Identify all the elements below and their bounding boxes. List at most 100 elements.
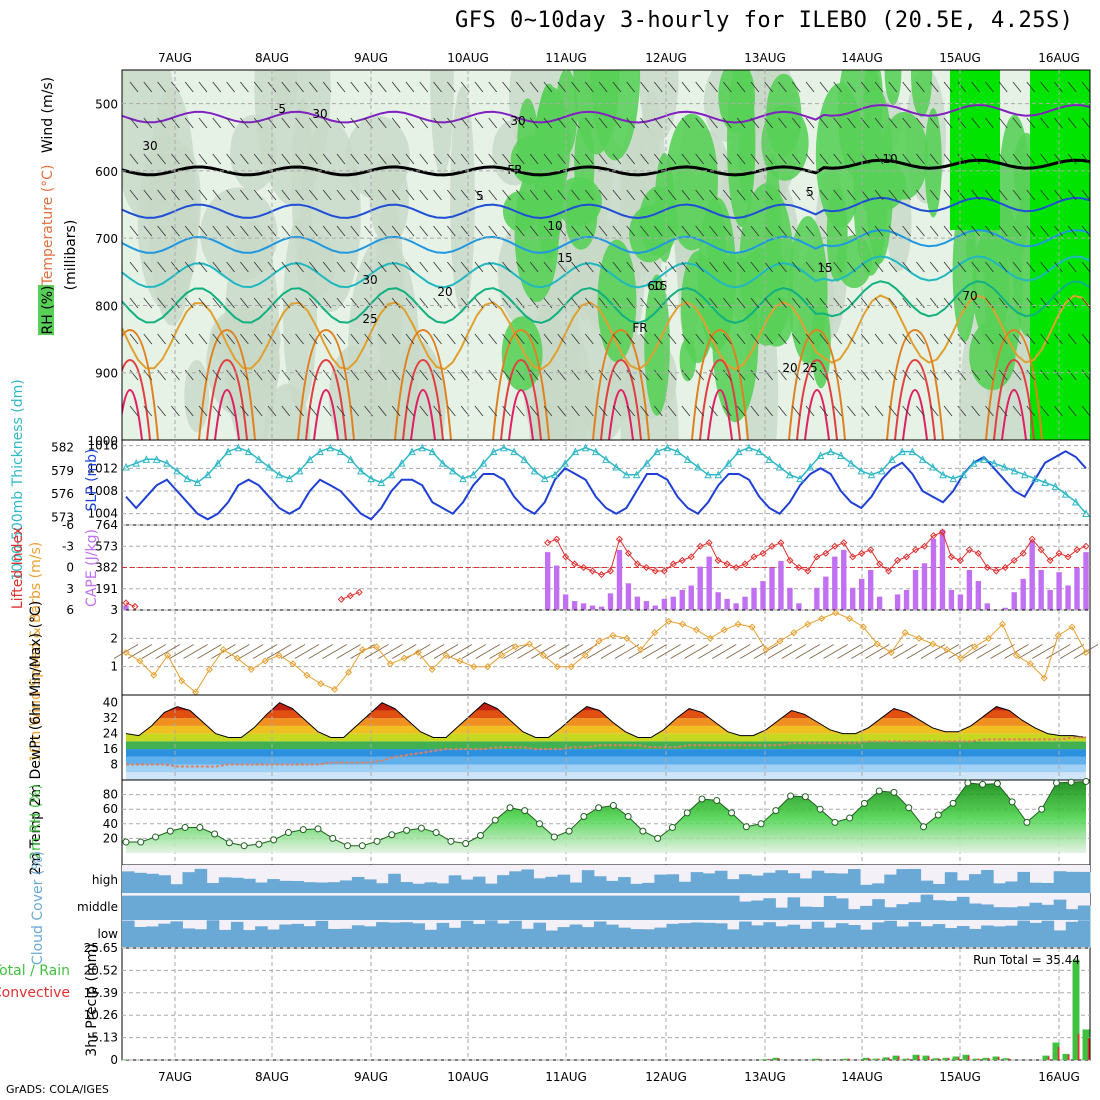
wind-barb: [709, 369, 718, 381]
wind-barb: [764, 117, 773, 129]
wind-barb: [943, 153, 953, 165]
cloud-cell: [279, 895, 292, 920]
wind-barb: [309, 333, 318, 345]
thickness-point: [326, 443, 335, 452]
wind-barb: [709, 297, 718, 309]
rh2m-area: [126, 781, 1086, 853]
wind-barb: [681, 333, 691, 345]
wind-barb: [584, 405, 594, 417]
rh-patch-mid: [430, 70, 454, 177]
wind-barb: [447, 81, 456, 93]
thickness-point: [500, 443, 508, 452]
warm-contour: [707, 388, 733, 440]
rh2m-point: [211, 830, 219, 838]
wind-barb: [474, 405, 484, 417]
wind-barb: [543, 225, 553, 237]
cloud-cell: [533, 878, 546, 893]
wind-barb: [874, 261, 884, 273]
precip-conv-bar: [877, 1058, 880, 1060]
wind-barb: [267, 153, 277, 165]
wind-barb: [391, 369, 401, 381]
wind-barb: [212, 153, 222, 165]
rh-patch-mid: [230, 114, 278, 191]
li-point: [687, 553, 695, 561]
cloud-cell: [230, 921, 244, 947]
wind-barb: [1081, 297, 1090, 309]
wind-barb: [405, 261, 415, 273]
wind-barb: [281, 369, 291, 381]
surface-wind-barb: [767, 644, 793, 659]
wind-barb: [764, 189, 773, 201]
li-point: [1010, 556, 1018, 564]
surface-wind-barb: [1032, 644, 1057, 659]
thickness-point: [203, 470, 212, 479]
cloud-cell: [448, 875, 462, 893]
thickness-point: [949, 474, 958, 483]
wind-barb: [1040, 189, 1049, 201]
isotherm-label: 25: [362, 312, 377, 326]
wind-barb: [1067, 189, 1077, 201]
wind-speed-point: [1082, 648, 1090, 657]
wind-speed-point: [400, 654, 408, 662]
cloud-cell: [497, 923, 510, 947]
cloud-cell: [678, 895, 692, 920]
precip-total-bar: [772, 1057, 780, 1060]
wind-speed-point: [219, 646, 227, 654]
cloud-cell: [848, 909, 861, 920]
wind-barb: [198, 261, 208, 273]
cloud-cell: [896, 926, 909, 947]
thickness-point: [1051, 482, 1060, 490]
wind-barb: [1081, 261, 1090, 273]
wind-barb: [502, 405, 511, 417]
cape-bar: [930, 538, 937, 610]
wind-barb: [198, 369, 208, 381]
bottom-date-label: 10AUG: [447, 1070, 489, 1084]
cloud-cell: [860, 884, 873, 893]
wind-barb: [722, 369, 732, 381]
cape-bar: [571, 601, 578, 610]
li-point: [1073, 546, 1081, 554]
wind-barb: [985, 81, 994, 93]
wind-barb: [847, 189, 856, 201]
li-point: [597, 571, 606, 579]
surface-wind-barb: [586, 644, 612, 659]
thickness-point: [990, 459, 998, 467]
wind-barb: [819, 153, 829, 165]
wind-barb: [695, 405, 704, 417]
li-point: [911, 546, 920, 554]
thickness-point: [193, 478, 202, 486]
thickness-point: [285, 474, 294, 483]
surface-wind-barb: [906, 644, 932, 659]
cloud-cell: [654, 874, 667, 893]
wind-barb: [529, 405, 539, 417]
cloud-cell: [194, 868, 208, 893]
wind-barb: [1040, 297, 1049, 309]
cape-bar: [894, 594, 901, 610]
cloud-cell: [388, 873, 401, 893]
wind-speed-point: [776, 637, 784, 645]
wind-barb: [681, 297, 691, 309]
wind-barb: [129, 261, 139, 273]
top-date-label: 16AUG: [1038, 51, 1080, 65]
wind-barb: [667, 153, 677, 165]
wind-barb: [805, 405, 815, 417]
cloud-cell: [848, 925, 861, 947]
wind-barb: [364, 81, 373, 93]
wind-barb: [391, 189, 401, 201]
wind-barb: [819, 189, 829, 201]
wind-barb: [722, 405, 732, 417]
warm-contour: [993, 358, 1035, 440]
cloud-cell: [630, 929, 643, 947]
li-point: [831, 542, 839, 550]
wind-speed-point: [623, 634, 631, 642]
wind-barb: [253, 333, 263, 345]
wind-barb: [529, 225, 539, 237]
cloud-cell: [981, 904, 994, 920]
thickness-point: [704, 470, 712, 479]
cape-bar: [778, 561, 784, 610]
wind-barb: [336, 153, 346, 165]
wind-barb: [516, 153, 525, 165]
cloud-cell: [1017, 920, 1030, 947]
wind-speed-point: [720, 626, 728, 634]
wind-barb: [805, 261, 815, 273]
